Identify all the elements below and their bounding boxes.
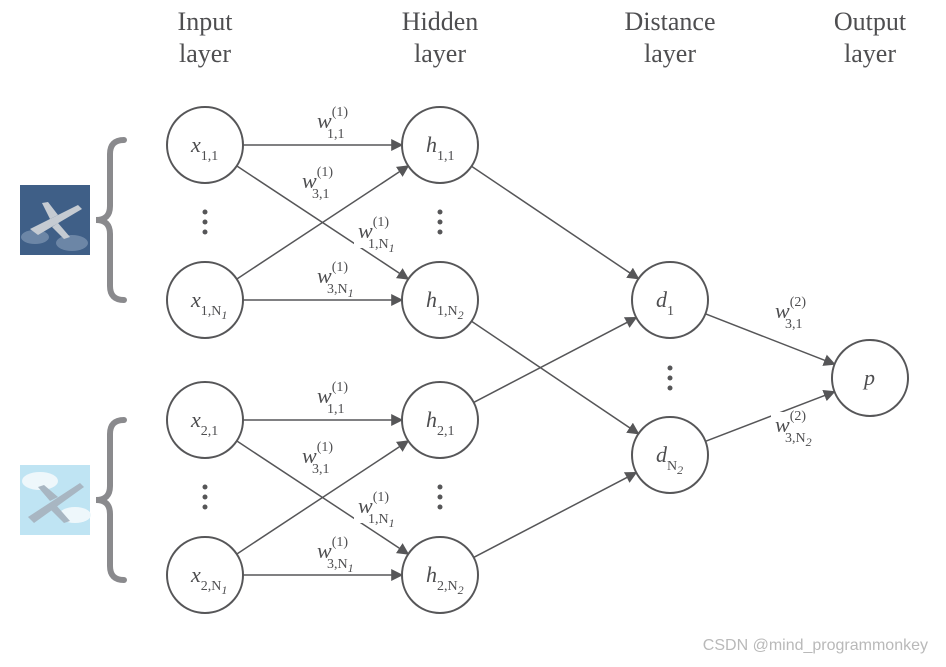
watermark-text: CSDN @mind_programmonkey bbox=[703, 637, 928, 655]
vdots bbox=[203, 230, 208, 235]
vdots bbox=[438, 485, 443, 490]
vdots bbox=[203, 485, 208, 490]
vdots bbox=[203, 220, 208, 225]
node-h1N bbox=[402, 262, 478, 338]
vdots bbox=[668, 366, 673, 371]
node-d1 bbox=[632, 262, 708, 338]
vdots bbox=[438, 210, 443, 215]
hidden-layer-header-sub: layer bbox=[414, 39, 466, 68]
output-layer-header: Output bbox=[834, 7, 907, 36]
vdots bbox=[438, 220, 443, 225]
input-layer-header: Input bbox=[178, 7, 234, 36]
node-x1N bbox=[167, 262, 243, 338]
node-dN bbox=[632, 417, 708, 493]
input-image-2 bbox=[20, 465, 91, 535]
edge-h1N-dN bbox=[472, 321, 639, 434]
distance-layer-header-sub: layer bbox=[644, 39, 696, 68]
edge-h11-d1 bbox=[472, 166, 639, 279]
output-layer-header-sub: layer bbox=[844, 39, 896, 68]
node-x2N bbox=[167, 537, 243, 613]
node-h11 bbox=[402, 107, 478, 183]
node-label-p: p bbox=[862, 365, 875, 390]
vdots bbox=[438, 495, 443, 500]
node-x21 bbox=[167, 382, 243, 458]
vdots bbox=[438, 230, 443, 235]
node-h21 bbox=[402, 382, 478, 458]
vdots bbox=[203, 495, 208, 500]
vdots bbox=[668, 386, 673, 391]
node-h2N bbox=[402, 537, 478, 613]
distance-layer-header: Distance bbox=[625, 7, 716, 36]
edge-h21-d1 bbox=[474, 318, 637, 403]
curly-brace bbox=[96, 420, 124, 580]
hidden-layer-header: Hidden bbox=[402, 7, 479, 36]
input-image-1 bbox=[20, 185, 90, 255]
curly-brace bbox=[96, 140, 124, 300]
node-x11 bbox=[167, 107, 243, 183]
vdots bbox=[203, 210, 208, 215]
network-diagram: Input layer Hidden layer Distance layer Output… bbox=[0, 0, 946, 667]
vdots bbox=[203, 505, 208, 510]
vdots bbox=[668, 376, 673, 381]
input-layer-header-sub: layer bbox=[179, 39, 231, 68]
edge-h2N-dN bbox=[474, 473, 637, 558]
vdots bbox=[438, 505, 443, 510]
